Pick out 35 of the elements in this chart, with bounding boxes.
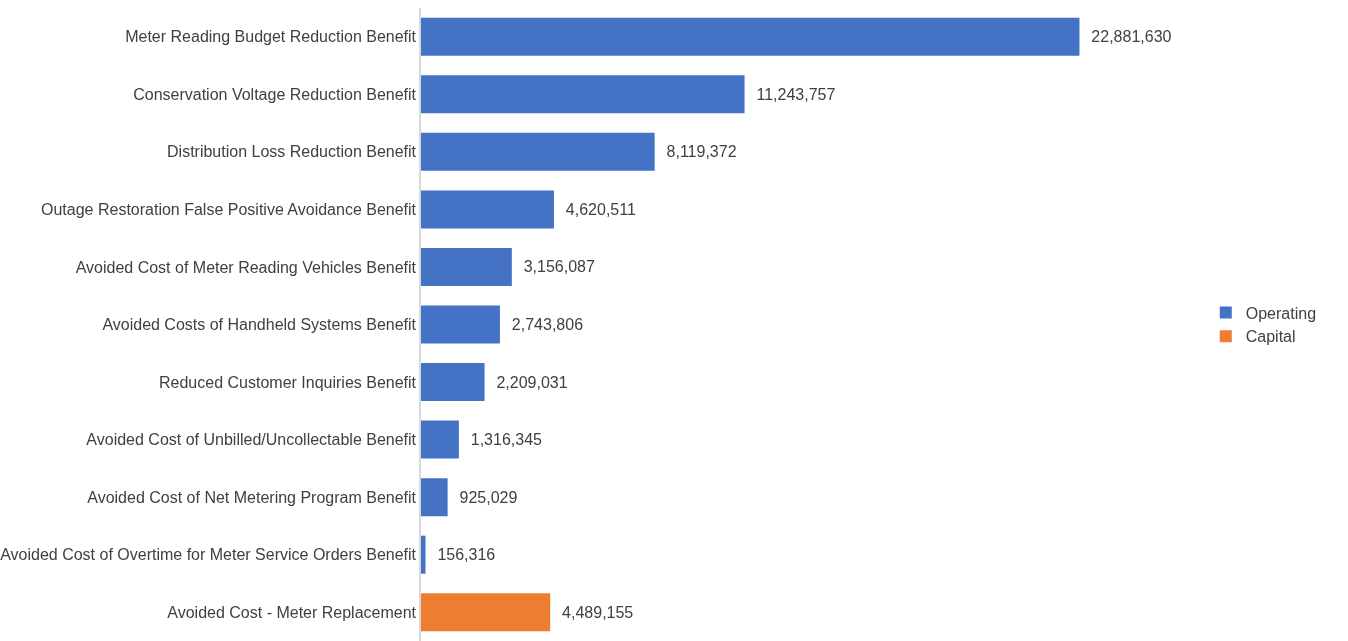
bar	[421, 17, 1080, 56]
data-label: 2,743,806	[502, 316, 584, 333]
y-tick-label: Outage Restoration False Positive Avoidance Benefit	[41, 201, 417, 219]
y-tick-label: Conservation Voltage Reduction Benefit	[133, 85, 417, 103]
y-tick-label: Avoided Cost of Meter Reading Vehicles Benefit	[75, 258, 417, 276]
y-tick-label: Avoided Cost - Meter Replacement	[167, 603, 417, 621]
y-tick-label: Avoided Costs of Handheld Systems Benefit	[102, 316, 417, 334]
bar	[421, 190, 554, 229]
y-tick-label: Meter Reading Budget Reduction Benefit	[125, 28, 417, 46]
y-tick-label: Avoided Cost of Overtime for Meter Service Orders Benefit	[0, 546, 417, 564]
bar	[421, 132, 655, 171]
y-tick-label: Avoided Cost of Net Metering Program Benefit	[87, 488, 417, 506]
bar	[421, 420, 459, 459]
data-label: 4,620,511	[556, 200, 636, 218]
data-label: 1,316,345	[461, 431, 543, 449]
legend-label: Capital	[1245, 328, 1296, 346]
bar	[421, 247, 512, 286]
bar	[421, 363, 485, 402]
bar	[421, 305, 500, 344]
data-label: 156,316	[428, 546, 496, 564]
bar	[421, 593, 551, 632]
data-label: 2,209,031	[487, 373, 568, 391]
y-tick-label: Distribution Loss Reduction Benefit	[167, 143, 417, 161]
bar	[421, 75, 745, 114]
data-label: 3,156,087	[514, 258, 595, 276]
data-label: 11,243,757	[747, 85, 836, 103]
bar	[421, 478, 448, 517]
data-label: 925,029	[450, 488, 518, 506]
bar	[421, 535, 426, 574]
y-tick-label: Avoided Cost of Unbilled/Uncollectable Benefit	[86, 431, 417, 449]
y-tick-label: Reduced Customer Inquiries Benefit	[159, 373, 417, 391]
data-label: 4,489,155	[553, 603, 634, 621]
legend-label: Operating	[1245, 304, 1317, 322]
data-label: 22,881,630	[1082, 28, 1172, 46]
data-label: 8,119,372	[657, 143, 737, 161]
